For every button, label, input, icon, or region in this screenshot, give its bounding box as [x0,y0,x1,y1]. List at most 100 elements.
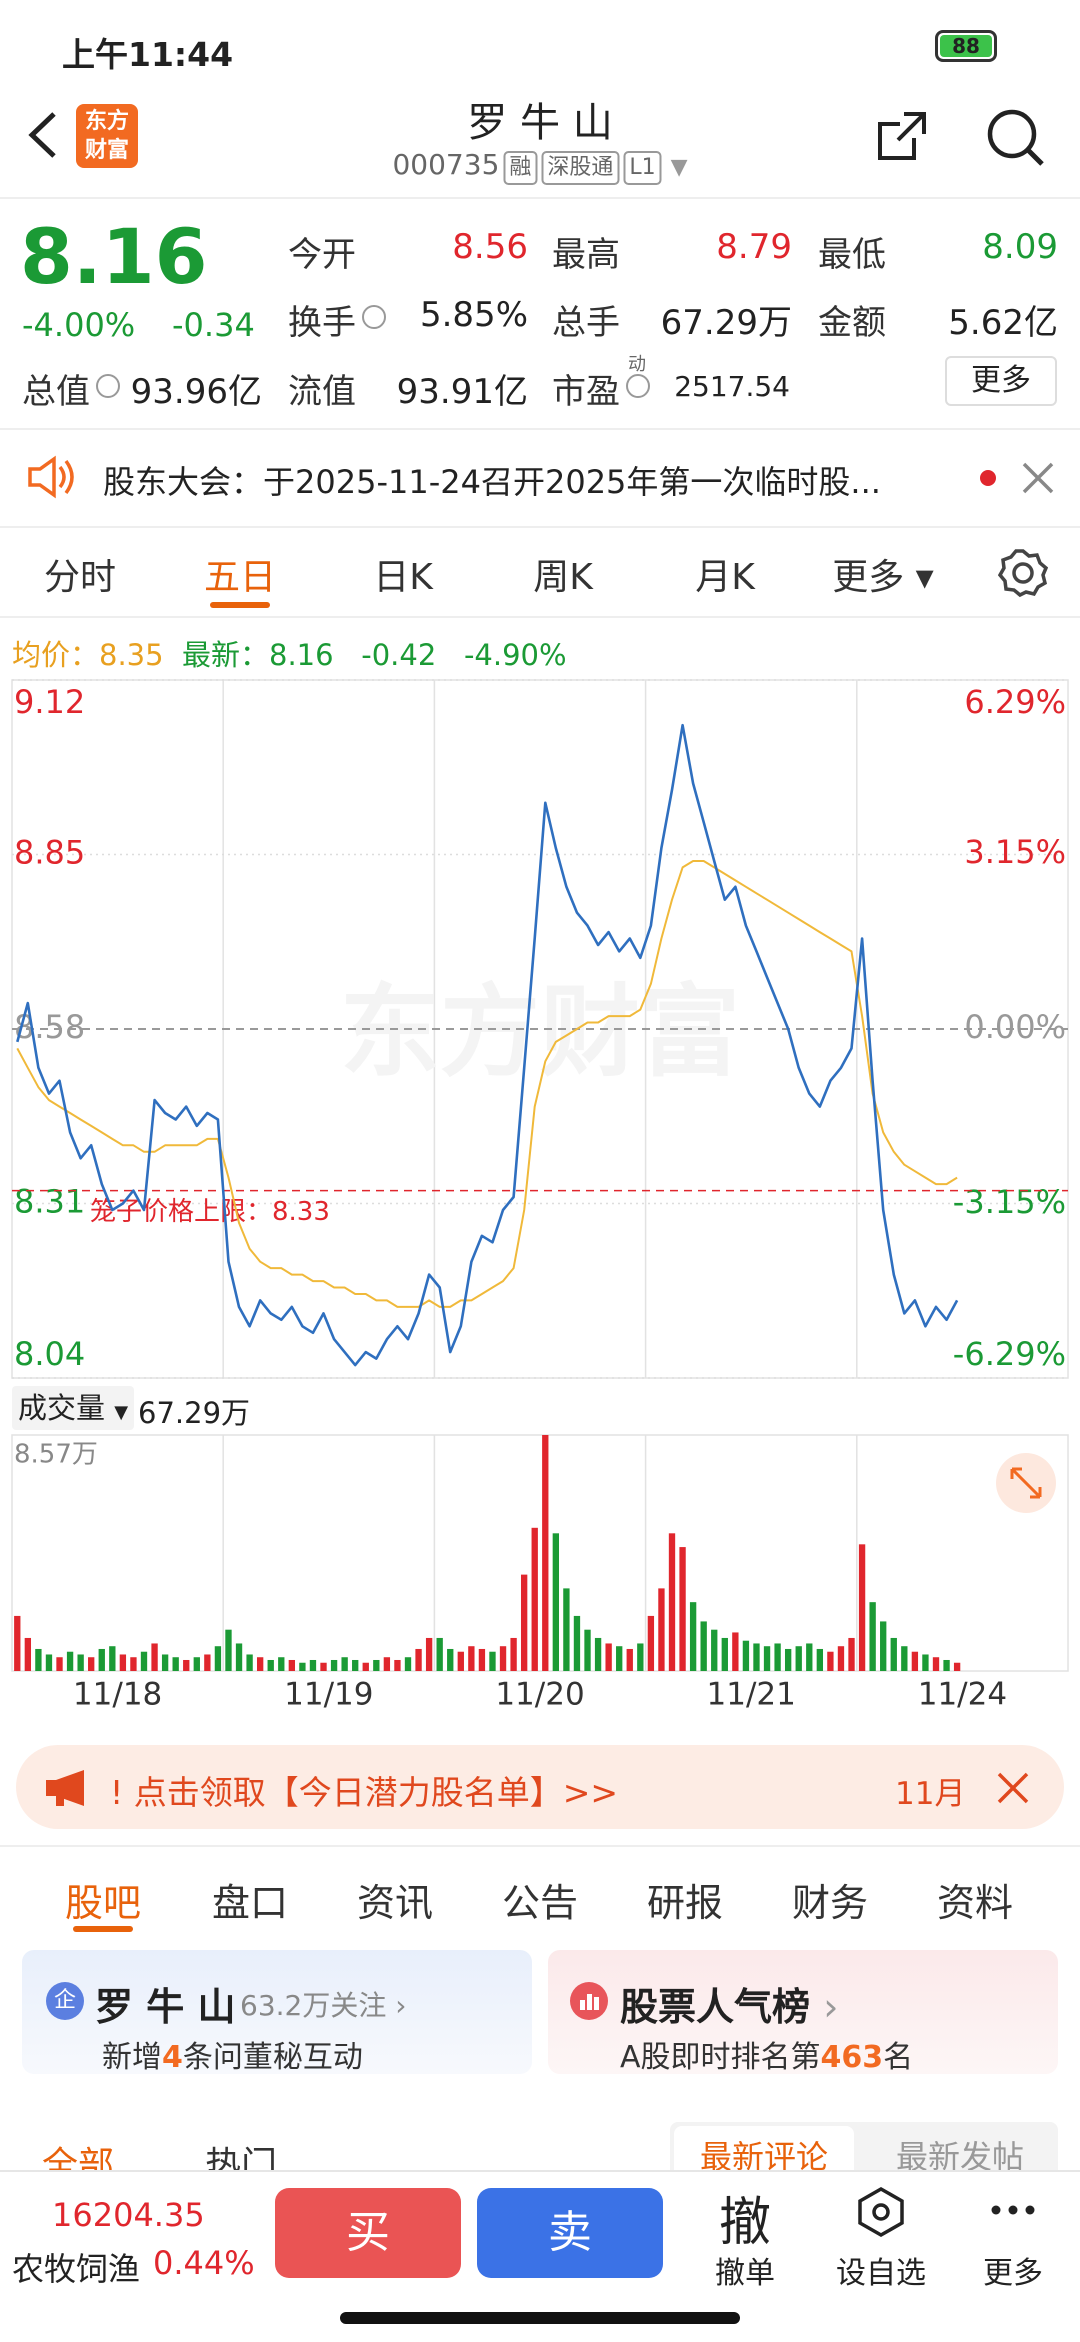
divider [0,616,1080,618]
share-button[interactable] [874,108,930,164]
volume-bar [848,1637,855,1671]
price-line [16,723,959,1367]
stat-value: 5.62亿 [948,303,1058,343]
stat-superscript: 动 [628,354,646,375]
buy-button[interactable]: 买 [275,2188,461,2278]
stat-label: 总手 [552,303,620,343]
volume-bar [256,1657,264,1671]
expand-icon [1010,1467,1042,1499]
promo-text: ! 点击领取【今日潜力股名单】>> [110,1773,619,1812]
volume-bar [668,1533,676,1671]
period-tab[interactable]: 更多 ▾ [832,557,934,598]
sort-option[interactable]: 最新发帖 [895,2138,1024,2176]
notice-text: 股东大会：于2025-11-24召开2025年第一次临时股... [103,463,881,501]
notice-bar[interactable] [0,428,1080,528]
volume-bar [341,1657,348,1671]
stat-label: 今开 [288,235,356,275]
back-button[interactable] [20,110,64,160]
app-logo[interactable]: 东方 财富 [76,104,138,168]
volume-bar [225,1629,232,1671]
follow-count: 63.2万关注 › [240,1989,407,2022]
rank-icon [570,1982,608,2020]
volume-bar [140,1651,148,1671]
volume-bar [373,1659,380,1671]
search-button[interactable] [984,106,1046,168]
info-icon [626,374,650,398]
sell-button[interactable]: 卖 [477,2188,663,2278]
speaker-icon [28,455,74,499]
stat-label: 最高 [552,235,620,275]
settings-button[interactable] [998,548,1048,598]
volume-bar [489,1651,496,1671]
volume-bar [394,1659,401,1671]
period-tab[interactable]: 月K [695,557,755,598]
volume-bar [309,1659,317,1671]
tab-underline [210,602,270,608]
cancel-button[interactable]: 撤单 [715,2256,775,2291]
volume-bar [721,1637,728,1671]
stat-value: 5.85% [419,295,528,335]
volume-bar [932,1657,940,1671]
stat-value: 8.56 [452,227,528,267]
period-tab[interactable]: 分时 [43,557,117,598]
text: A股即时排名第 [620,2040,821,2075]
divider [0,1845,1080,1847]
volume-bar [161,1654,169,1671]
change-pct: -4.00% [22,306,136,344]
section-tab[interactable]: 股吧 [64,1881,142,1925]
volume-bar [299,1662,306,1671]
volume-bar [520,1574,528,1671]
volume-bar [457,1651,464,1671]
badge: 深股通 [541,151,620,185]
badge: 融 [503,151,538,185]
stock-title: 罗 牛 山 [467,100,613,146]
index-value: 16204.35 [52,2196,205,2234]
intraday-chart: 东方财富8.048.318.588.859.12-6.29%-3.15%0.00… [11,679,1069,1713]
volume-tick-label: 8.57万 [14,1440,98,1470]
status-time: 上午11:44 [62,35,234,74]
avg-price: 均价：8.35 [12,638,164,672]
close-notice[interactable] [1020,460,1056,496]
section-tab[interactable]: 资料 [936,1881,1014,1925]
period-tab[interactable]: 五日 [203,557,277,598]
promo-banner[interactable] [16,1745,1064,1829]
volume-bar [584,1629,591,1671]
info-icon [96,374,120,398]
latest-change-pct: -4.90% [463,638,567,672]
volume-title: 成交量 [18,1391,106,1425]
volume-bar [404,1657,412,1671]
period-tab[interactable]: 日K [373,557,433,598]
y-tick-label: 8.31 [14,1183,85,1221]
section-tab[interactable]: 研报 [646,1881,724,1925]
more-menu[interactable]: 更多 [983,2256,1043,2291]
volume-selector[interactable]: 成交量 ▼ [12,1386,135,1430]
volume-bar [943,1659,950,1671]
section-tab[interactable]: 财务 [791,1881,869,1925]
volume-bar [193,1657,200,1671]
reference-label: 笼子价格上限：8.33 [90,1197,330,1227]
y2-tick-label: -6.29% [953,1335,1066,1373]
section-tab[interactable]: 公告 [501,1881,579,1925]
stat-label: 流值 [288,372,356,412]
volume-bar [732,1632,739,1671]
stock-code-row: 000735 融深股通 L1 ▼ [392,148,688,185]
close-promo[interactable] [995,1770,1031,1806]
company-card[interactable] [22,1950,532,2074]
volume-bar [658,1588,665,1671]
volume-bar [130,1657,137,1671]
company-line: 新增4条问董秘互动 [102,2032,363,2076]
last-price: 8.16 [20,212,208,301]
text: 新增 [102,2040,162,2075]
more-button[interactable]: 更多 [945,356,1057,406]
rank-card[interactable] [548,1950,1058,2074]
section-tab[interactable]: 资讯 [356,1881,434,1925]
section-tab[interactable]: 盘口 [211,1881,289,1925]
volume-bar [468,1646,475,1671]
volume-bar [774,1643,781,1671]
volume-bar [573,1615,581,1671]
latest-change: -0.42 [361,638,437,672]
period-tab[interactable]: 周K [533,557,593,598]
x-tick-label: 11/20 [495,1677,584,1713]
logo-line: 东方 [84,109,129,134]
watch-button[interactable]: 设自选 [836,2256,926,2291]
